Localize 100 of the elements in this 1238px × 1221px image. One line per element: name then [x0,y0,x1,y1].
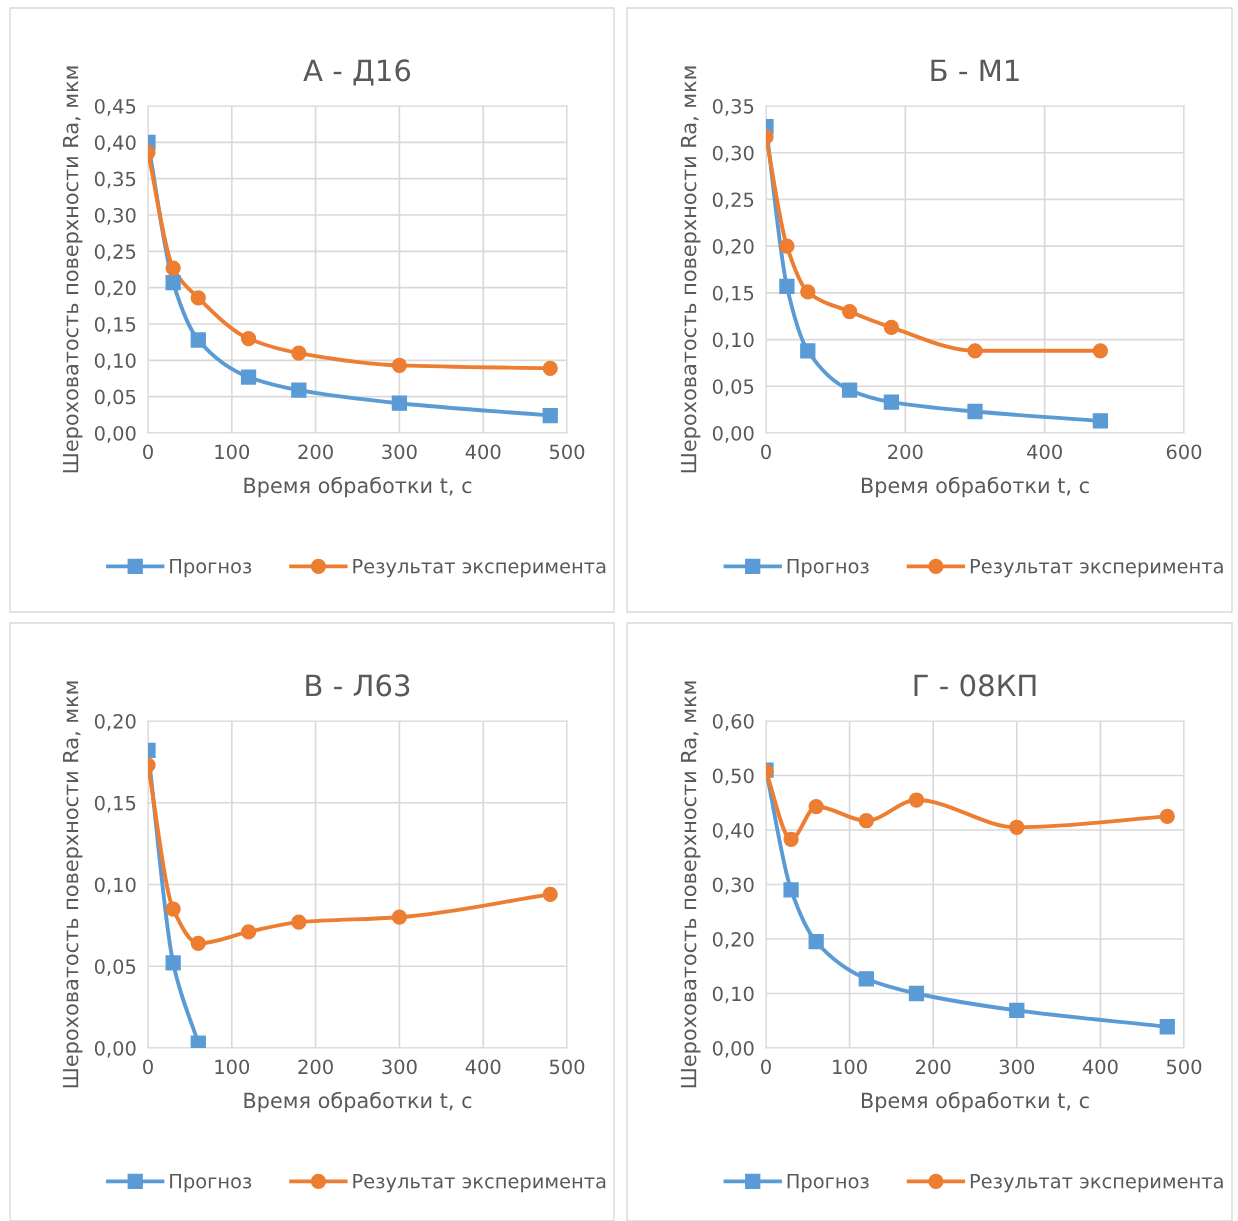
point [800,343,816,359]
point [1159,808,1175,825]
point [190,935,206,951]
legend-label: Результат эксперимента [970,1174,1223,1193]
y-tick-label: 0,30 [94,207,136,225]
x-tick-label: 400 [1082,1059,1118,1075]
y-tick-label: 0,30 [712,877,754,895]
y-tick-label: 0,40 [94,135,136,152]
y-tick-label: 0,20 [94,280,136,298]
x-tick-label: 300 [382,444,417,460]
y-axis-title: Шероховатость поверхности Ra, мкм [680,66,701,473]
point [808,798,824,815]
x-axis-title: Время обработки t, с [244,476,472,498]
x-tick-label: 200 [298,1059,333,1075]
y-axis-title: Шероховатость поверхности Ra, мкм [62,681,83,1088]
y-axis-title: Шероховатость поверхности Ra, мкм [680,681,701,1088]
point [967,403,983,420]
point [190,1035,206,1048]
y-tick-label: 0,00 [712,425,754,443]
x-tick-label: 200 [916,1059,951,1075]
point [542,886,558,902]
chart-title: А - Д16 [303,59,411,86]
y-tick-label: 0,05 [94,389,136,407]
y-tick-label: 0,30 [712,145,754,163]
point [190,332,206,348]
y-tick-label: 0,50 [712,768,754,786]
legend-label: Прогноз [787,559,869,578]
x-tick-label: 0 [761,444,771,460]
x-tick-label: 400 [1027,444,1062,460]
point [190,290,206,306]
x-tick-label: 200 [298,444,333,460]
legend-label: Прогноз [170,559,252,578]
point [1092,343,1109,359]
chart-title: Г - 08КП [914,674,1036,697]
x-tick-label: 600 [1166,444,1202,460]
point [783,831,799,847]
y-tick-label: 0,15 [712,285,754,303]
x-tick-label: 400 [465,444,501,460]
x-tick-label: 100 [215,1059,250,1075]
x-tick-label: 200 [888,444,923,460]
point [165,274,181,291]
x-tick-label: 100 [215,444,250,460]
legend-label: Результат эксперимента [970,559,1223,578]
point [391,395,408,411]
point [1159,1019,1175,1035]
x-tick-label: 500 [1166,1059,1202,1075]
point [841,382,858,398]
y-tick-label: 0,40 [712,822,754,840]
point [291,345,307,361]
point [391,909,408,925]
y-tick-label: 0,05 [712,379,754,396]
point [165,955,181,971]
x-tick-label: 300 [382,1059,417,1075]
x-axis-title: Время обработки t, с [244,1091,472,1113]
x-tick-label: 300 [999,1059,1035,1075]
x-axis-title: Время обработки t, с [861,476,1089,498]
point [858,813,874,829]
y-tick-label: 0,00 [94,1040,136,1058]
point [883,319,900,336]
x-tick-label: 100 [833,1059,867,1075]
y-tick-label: 0,45 [94,98,136,116]
point [908,792,925,808]
y-tick-label: 0,60 [712,713,754,731]
point [858,971,874,987]
point [1009,819,1025,835]
legend-label: Результат эксперимента [353,559,606,578]
point [841,303,858,320]
x-tick-label: 0 [761,1059,771,1075]
y-axis-title: Шероховатость поверхности Ra, мкм [62,66,83,473]
point [800,284,816,300]
x-axis-title: Время обработки t, с [861,1091,1089,1113]
point [808,934,824,950]
point [291,914,307,930]
point [165,260,181,276]
y-tick-label: 0,20 [712,239,754,256]
y-tick-label: 0,00 [94,425,136,443]
point [783,882,799,898]
point [1009,1002,1025,1019]
point [240,924,257,940]
y-tick-label: 0,10 [712,332,754,350]
point [391,357,408,374]
y-tick-label: 0,10 [712,986,754,1004]
legend-label: Прогноз [170,1174,252,1193]
point [908,985,925,1002]
y-tick-label: 0,15 [94,316,136,334]
x-tick-label: 400 [465,1059,501,1075]
point [1092,413,1109,429]
y-tick-label: 0,00 [712,1040,754,1058]
x-tick-label: 0 [143,444,153,460]
point [779,238,795,254]
point [240,330,257,347]
y-tick-label: 0,35 [712,98,754,116]
y-tick-label: 0,05 [94,959,136,976]
chart-title: Б - М1 [931,59,1019,81]
y-tick-label: 0,20 [712,931,754,949]
y-tick-label: 0,25 [94,244,136,261]
y-tick-label: 0,35 [94,171,136,189]
legend-label: Результат эксперимента [353,1174,606,1193]
point [779,278,795,294]
y-tick-label: 0,10 [94,353,136,370]
